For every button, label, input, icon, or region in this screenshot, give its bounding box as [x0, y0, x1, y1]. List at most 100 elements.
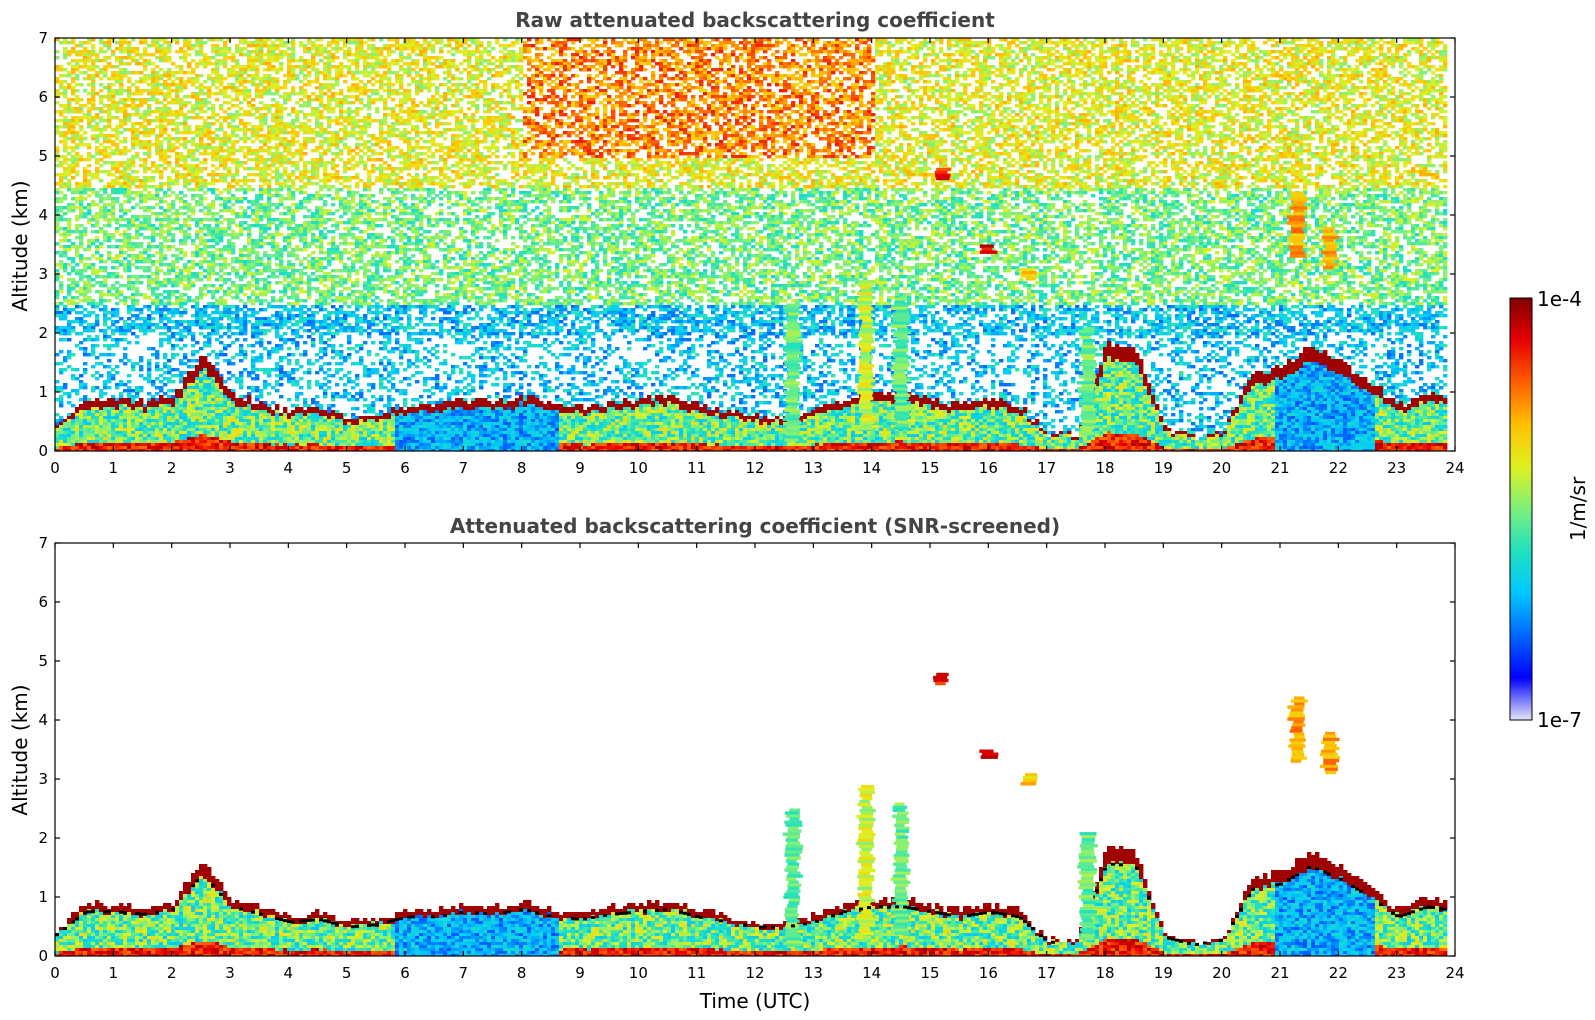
heatmap-cell — [87, 155, 91, 158]
heatmap-cell — [111, 410, 115, 413]
heatmap-cell — [59, 317, 63, 320]
heatmap-cell — [87, 287, 91, 290]
heatmap-cell — [83, 407, 87, 410]
heatmap-cell — [115, 131, 119, 134]
heatmap-cell — [123, 218, 127, 221]
heatmap-cell — [71, 134, 75, 137]
heatmap-cell — [71, 434, 75, 437]
heatmap-cell — [123, 128, 127, 131]
heatmap-cell — [71, 77, 75, 80]
heatmap-cell — [71, 299, 75, 302]
heatmap-cell — [115, 80, 119, 83]
heatmap-cell — [115, 308, 119, 311]
heatmap-cell — [83, 89, 87, 92]
heatmap-cell — [87, 257, 91, 260]
heatmap-cell — [75, 437, 79, 440]
heatmap-cell — [87, 206, 91, 209]
heatmap-cell — [119, 254, 123, 257]
heatmap-cell — [103, 413, 107, 416]
heatmap-cell — [115, 320, 119, 323]
heatmap-cell — [95, 425, 99, 428]
heatmap-cell — [107, 185, 111, 188]
heatmap-cell — [59, 86, 63, 89]
heatmap-cell — [75, 77, 79, 80]
heatmap-cell — [123, 179, 127, 182]
heatmap-cell — [63, 422, 67, 425]
heatmap-cell — [99, 116, 103, 119]
heatmap-cell — [67, 425, 71, 428]
heatmap-cell — [67, 152, 71, 155]
heatmap-cell — [71, 161, 75, 164]
heatmap-cell — [59, 185, 63, 188]
heatmap-cell — [111, 98, 115, 101]
heatmap-cell — [103, 260, 107, 263]
heatmap-cell — [119, 44, 123, 47]
heatmap-cell — [115, 398, 119, 401]
heatmap-cell — [91, 137, 95, 140]
heatmap-cell — [67, 272, 71, 275]
heatmap-cell — [99, 128, 103, 131]
heatmap-cell — [55, 305, 59, 308]
heatmap-cell — [95, 407, 99, 410]
heatmap-cell — [71, 71, 75, 74]
heatmap-cell — [107, 407, 111, 410]
heatmap-cell — [67, 437, 71, 440]
heatmap-cell — [111, 245, 115, 248]
heatmap-cell — [75, 236, 79, 239]
heatmap-cell — [99, 89, 103, 92]
heatmap-cell — [79, 155, 83, 158]
heatmap-cell — [67, 224, 71, 227]
heatmap-cell — [59, 371, 63, 374]
heatmap-cell — [111, 443, 115, 446]
heatmap-cell — [79, 305, 83, 308]
heatmap-cell — [119, 425, 123, 428]
heatmap-cell — [91, 218, 95, 221]
heatmap-cell — [79, 194, 83, 197]
heatmap-cell — [79, 332, 83, 335]
heatmap-cell — [95, 194, 99, 197]
heatmap-cell — [75, 392, 79, 395]
heatmap-cell — [111, 437, 115, 440]
heatmap-cell — [107, 374, 111, 377]
heatmap-cell — [75, 281, 79, 284]
heatmap-cell — [55, 419, 59, 422]
heatmap-cell — [67, 308, 71, 311]
heatmap-cell — [119, 176, 123, 179]
heatmap-cell — [115, 446, 119, 449]
heatmap-cell — [67, 353, 71, 356]
heatmap-cell — [115, 419, 119, 422]
heatmap-cell — [111, 233, 115, 236]
heatmap-cell — [83, 281, 87, 284]
heatmap-cell — [99, 443, 103, 446]
heatmap-cell — [79, 257, 83, 260]
heatmap-cell — [67, 71, 71, 74]
heatmap-cell — [59, 398, 63, 401]
heatmap-cell — [83, 362, 87, 365]
heatmap-cell — [87, 203, 91, 206]
heatmap-cell — [63, 137, 67, 140]
heatmap-cell — [107, 137, 111, 140]
heatmap-cell — [107, 272, 111, 275]
heatmap-cell — [91, 389, 95, 392]
heatmap-cell — [59, 284, 63, 287]
heatmap-cell — [79, 182, 83, 185]
heatmap-cell — [119, 92, 123, 95]
heatmap-cell — [111, 416, 115, 419]
heatmap-cell — [115, 275, 119, 278]
heatmap-cell — [119, 125, 123, 128]
heatmap-cell — [67, 395, 71, 398]
heatmap-cell — [119, 122, 123, 125]
heatmap-cell — [107, 104, 111, 107]
heatmap-cell — [107, 236, 111, 239]
heatmap-cell — [63, 383, 67, 386]
heatmap-cell — [91, 365, 95, 368]
heatmap-cell — [91, 89, 95, 92]
heatmap-cell — [115, 89, 119, 92]
heatmap-cell — [95, 386, 99, 389]
heatmap-cell — [95, 161, 99, 164]
heatmap-cell — [107, 125, 111, 128]
heatmap-cell — [123, 191, 127, 194]
heatmap-cell — [87, 182, 91, 185]
heatmap-cell — [115, 383, 119, 386]
heatmap-cell — [55, 221, 59, 224]
